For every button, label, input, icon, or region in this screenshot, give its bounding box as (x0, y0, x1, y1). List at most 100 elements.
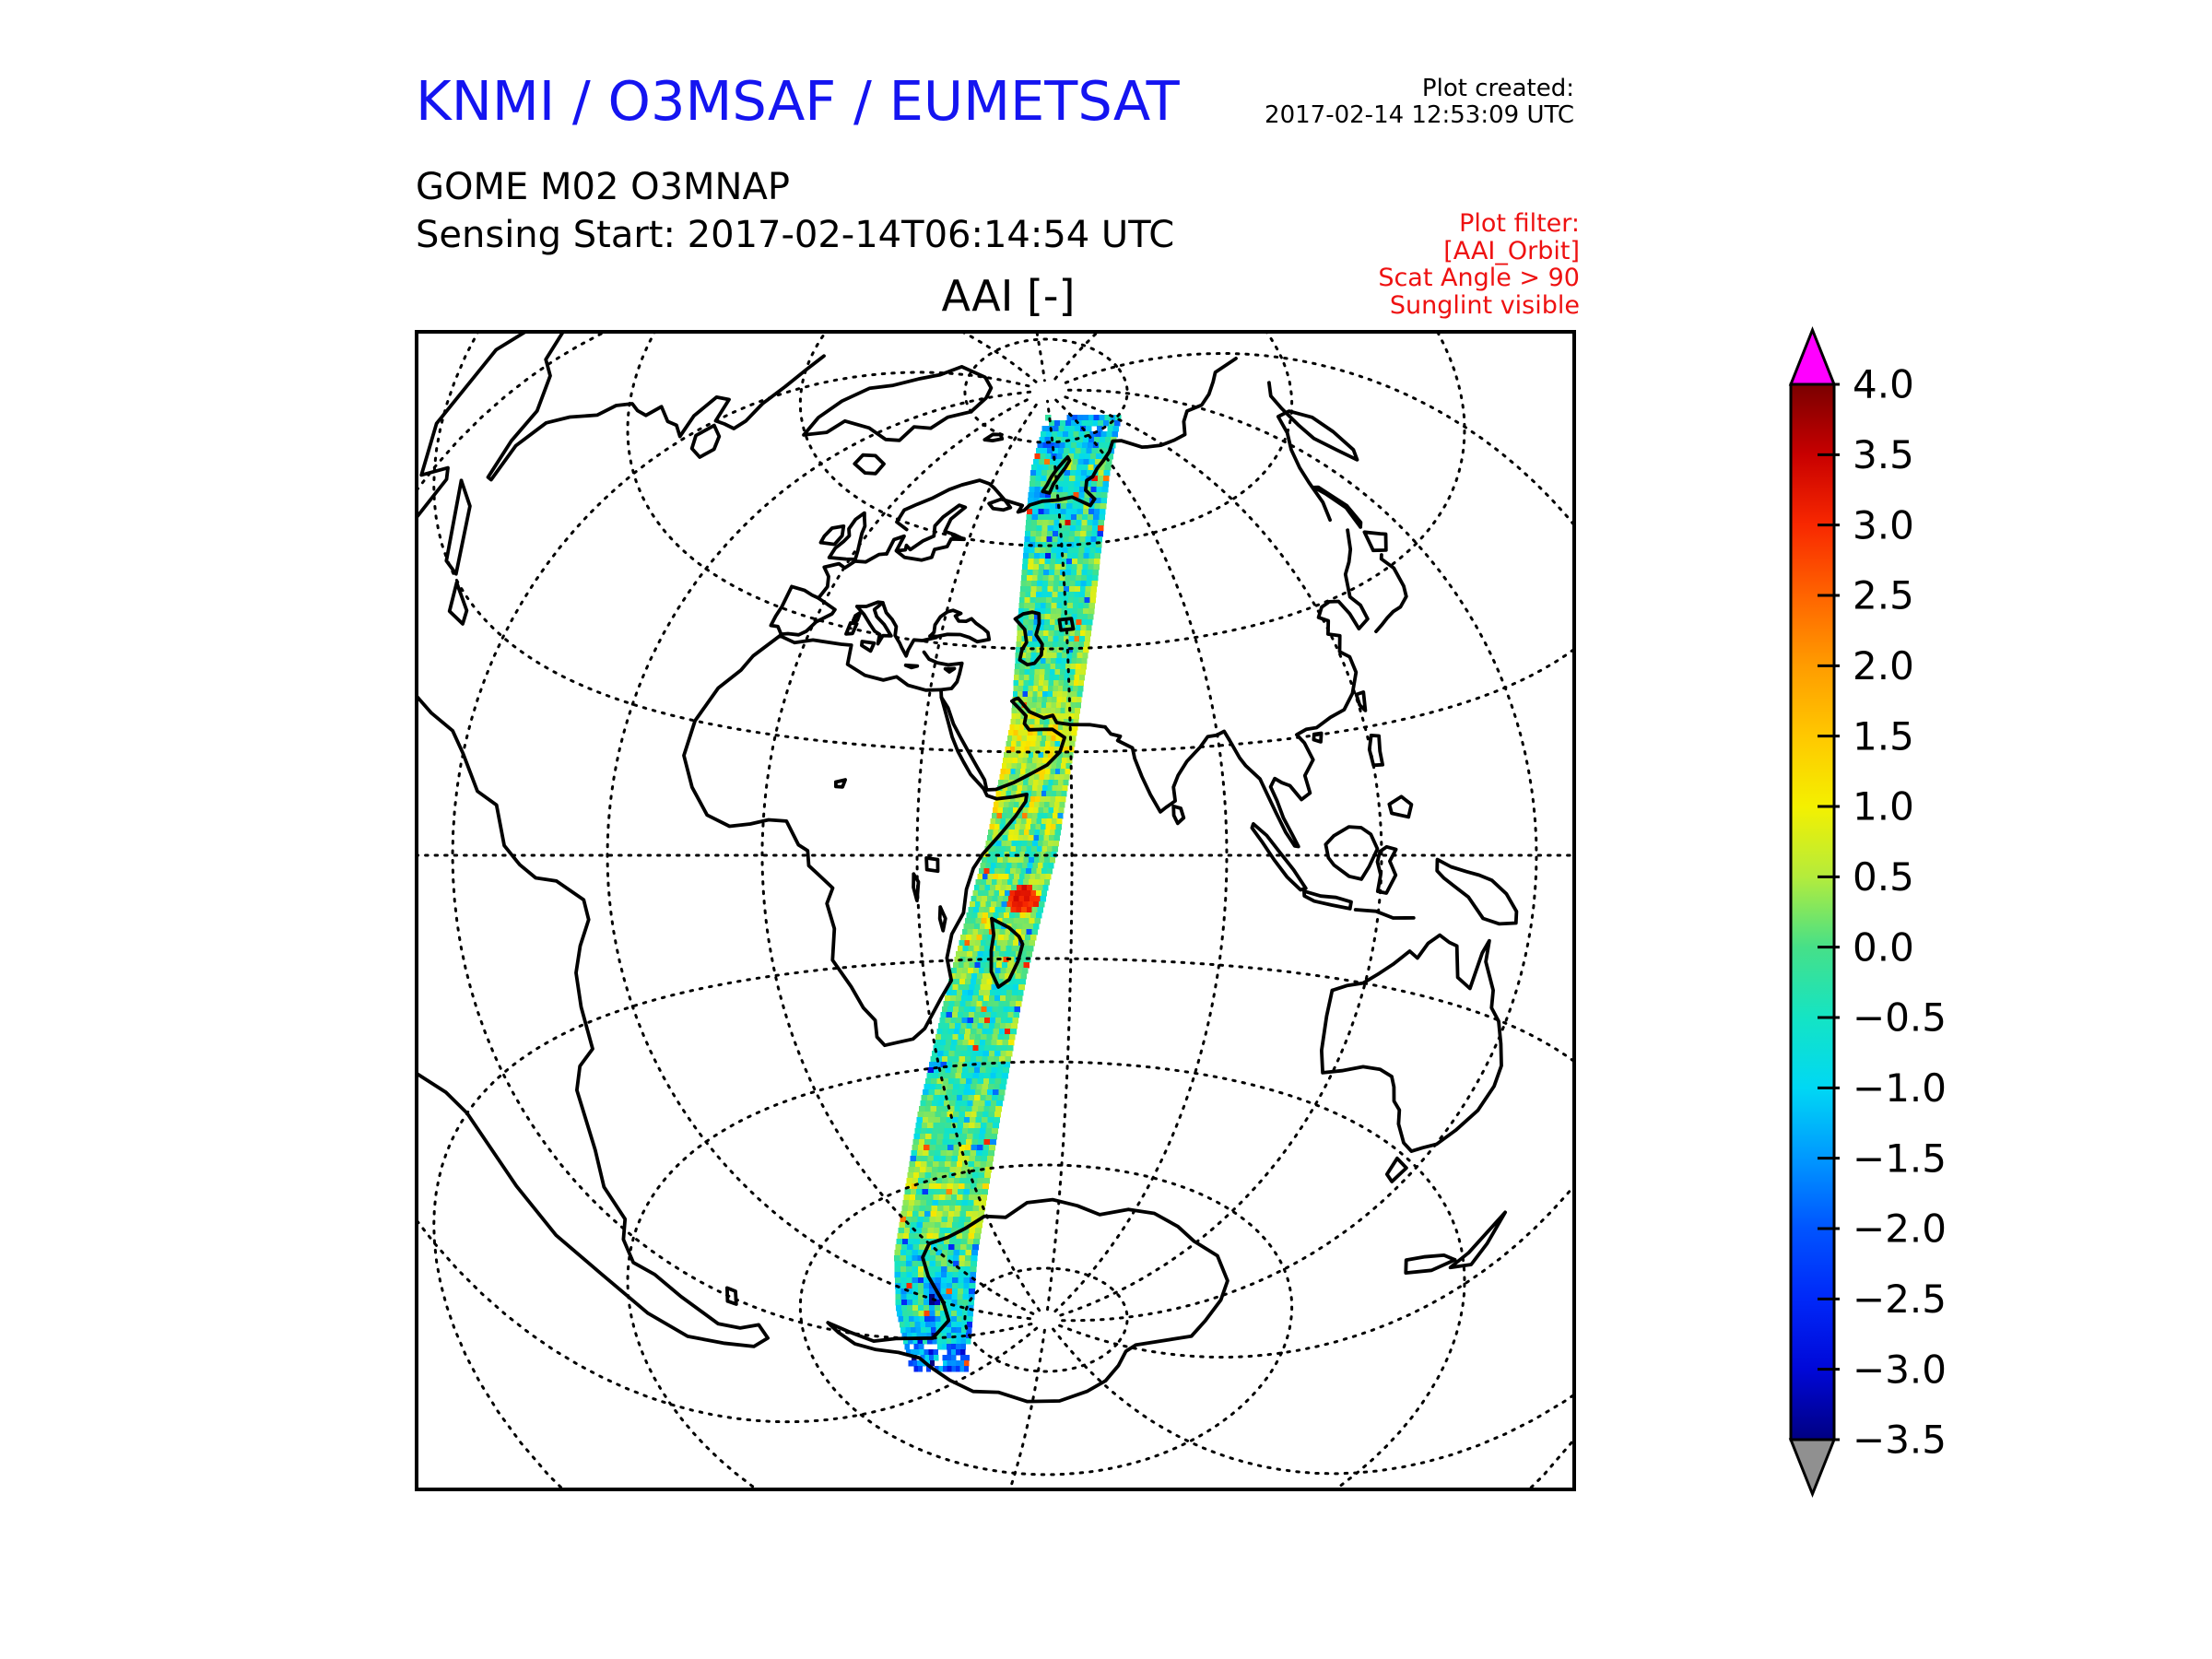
coastline (851, 610, 863, 623)
coastline (1375, 844, 1398, 895)
graticule-meridian (1046, 399, 1074, 1312)
plot-created-label: Plot created: (1421, 75, 1574, 102)
coastline-layer (347, 314, 1519, 1404)
product-line: GOME M02 O3MNAP (416, 166, 790, 208)
coastline (826, 1197, 1230, 1404)
coastline (365, 314, 826, 732)
coastline (937, 905, 947, 933)
coastline (922, 650, 964, 692)
world-map (172, 29, 1920, 1659)
coastline (444, 478, 472, 576)
coastline (1353, 908, 1416, 920)
coastline (817, 552, 888, 600)
coastline (844, 621, 859, 636)
graticule-meridian (915, 398, 1041, 1312)
coastline (1312, 731, 1324, 744)
plot-filter-scat-angle: Scat Angle > 90 (1378, 264, 1580, 292)
coastline (1384, 1156, 1408, 1183)
coastline (1435, 857, 1519, 926)
coastline (1103, 724, 1231, 814)
coastline (928, 608, 992, 644)
coastline (880, 601, 938, 658)
coastline (939, 695, 1066, 792)
colorbar-tick-label: 1.5 (1853, 713, 1914, 759)
coastline (347, 692, 770, 1348)
colorbar-tick-label: −0.5 (1853, 995, 1947, 1041)
graticule-meridian (1061, 388, 1538, 1323)
graticule-parallel (626, 1060, 1466, 1580)
plot-filter-sunglint: Sunglint visible (1389, 290, 1580, 320)
map-title: AAI [-] (941, 271, 1076, 321)
coastline (827, 511, 867, 561)
graticule-meridian (606, 390, 1031, 1321)
graticule-parallel (626, 131, 1466, 651)
plot-filter-orbit: [AAI_Orbit] (1443, 236, 1580, 265)
coastline (903, 663, 920, 670)
map-border (415, 330, 1576, 1491)
coastline (854, 600, 893, 646)
map-canvas (172, 29, 1920, 1659)
coastline (1013, 696, 1107, 729)
plot-created-block: Plot created: 2017-02-14 12:53:09 UTC (1265, 76, 1574, 129)
coastline (1250, 822, 1308, 892)
graticule-meridian (760, 395, 1035, 1315)
coastline (895, 478, 1097, 532)
coastline (834, 778, 847, 789)
coastline (1302, 889, 1353, 911)
coastline (1324, 825, 1380, 881)
coastline (1367, 734, 1384, 768)
coastline (982, 432, 1005, 442)
coastline (818, 524, 846, 547)
coastline (682, 633, 1029, 1048)
coastline (989, 916, 1025, 989)
coastline (1362, 530, 1388, 553)
graticule-parallel (798, 1163, 1294, 1477)
coastline (1448, 1210, 1507, 1270)
colorbar-under-arrow (1788, 1438, 1837, 1499)
coastline (802, 365, 994, 442)
plot-filter-block: Plot filter: [AAI_Orbit] Scat Angle > 90… (1378, 210, 1580, 319)
colorbar-tick-label: −3.0 (1853, 1347, 1947, 1392)
colorbar-gradient (1789, 382, 1836, 1441)
colorbar-tick-label: 2.5 (1853, 573, 1914, 618)
colorbar-tick-label: 4.0 (1853, 362, 1914, 407)
graticule-meridian (1053, 397, 1229, 1313)
coastline (1312, 485, 1363, 529)
colorbar-tick-label: −2.0 (1853, 1206, 1947, 1252)
coastline (885, 503, 968, 562)
colorbar-tick-label: −1.5 (1853, 1135, 1947, 1181)
coastline (689, 423, 722, 459)
colorbar-tick-label: −2.5 (1853, 1277, 1947, 1322)
coastline (912, 872, 921, 903)
colorbar-tick-label: −3.5 (1853, 1418, 1947, 1463)
graticule-meridian (451, 371, 1033, 1340)
coastline (853, 453, 886, 476)
coastline (1041, 455, 1072, 495)
coastline (1354, 690, 1368, 712)
coastline (1057, 617, 1076, 632)
coastline (1374, 553, 1408, 633)
colorbar-tick-label: 1.0 (1853, 784, 1914, 830)
page-title: KNMI / O3MSAF / EUMETSAT (416, 69, 1180, 133)
coastline (1084, 357, 1238, 501)
graticule-meridian (1059, 394, 1383, 1317)
coastline (1404, 1253, 1457, 1275)
coastline (1227, 528, 1370, 849)
colorbar-tick-label: 3.0 (1853, 502, 1914, 547)
coastline (1267, 381, 1359, 523)
sensing-start-line: Sensing Start: 2017-02-14T06:14:54 UTC (416, 214, 1175, 256)
coastline (1320, 933, 1503, 1153)
colorbar-tick-label: −1.0 (1853, 1065, 1947, 1111)
coastline (943, 666, 957, 674)
coastline (1013, 610, 1044, 667)
swath-layer (894, 415, 1122, 1372)
coastline (725, 1286, 738, 1306)
coastline (860, 640, 877, 653)
coastline (769, 584, 837, 637)
coastline (447, 581, 469, 626)
colorbar-tick-label: 0.5 (1853, 854, 1914, 900)
colorbar-tick-label: 0.0 (1853, 924, 1914, 970)
colorbar-tick-label: 2.0 (1853, 643, 1914, 688)
coastline (1171, 804, 1186, 826)
plot-filter-title: Plot filter: (1459, 209, 1580, 238)
